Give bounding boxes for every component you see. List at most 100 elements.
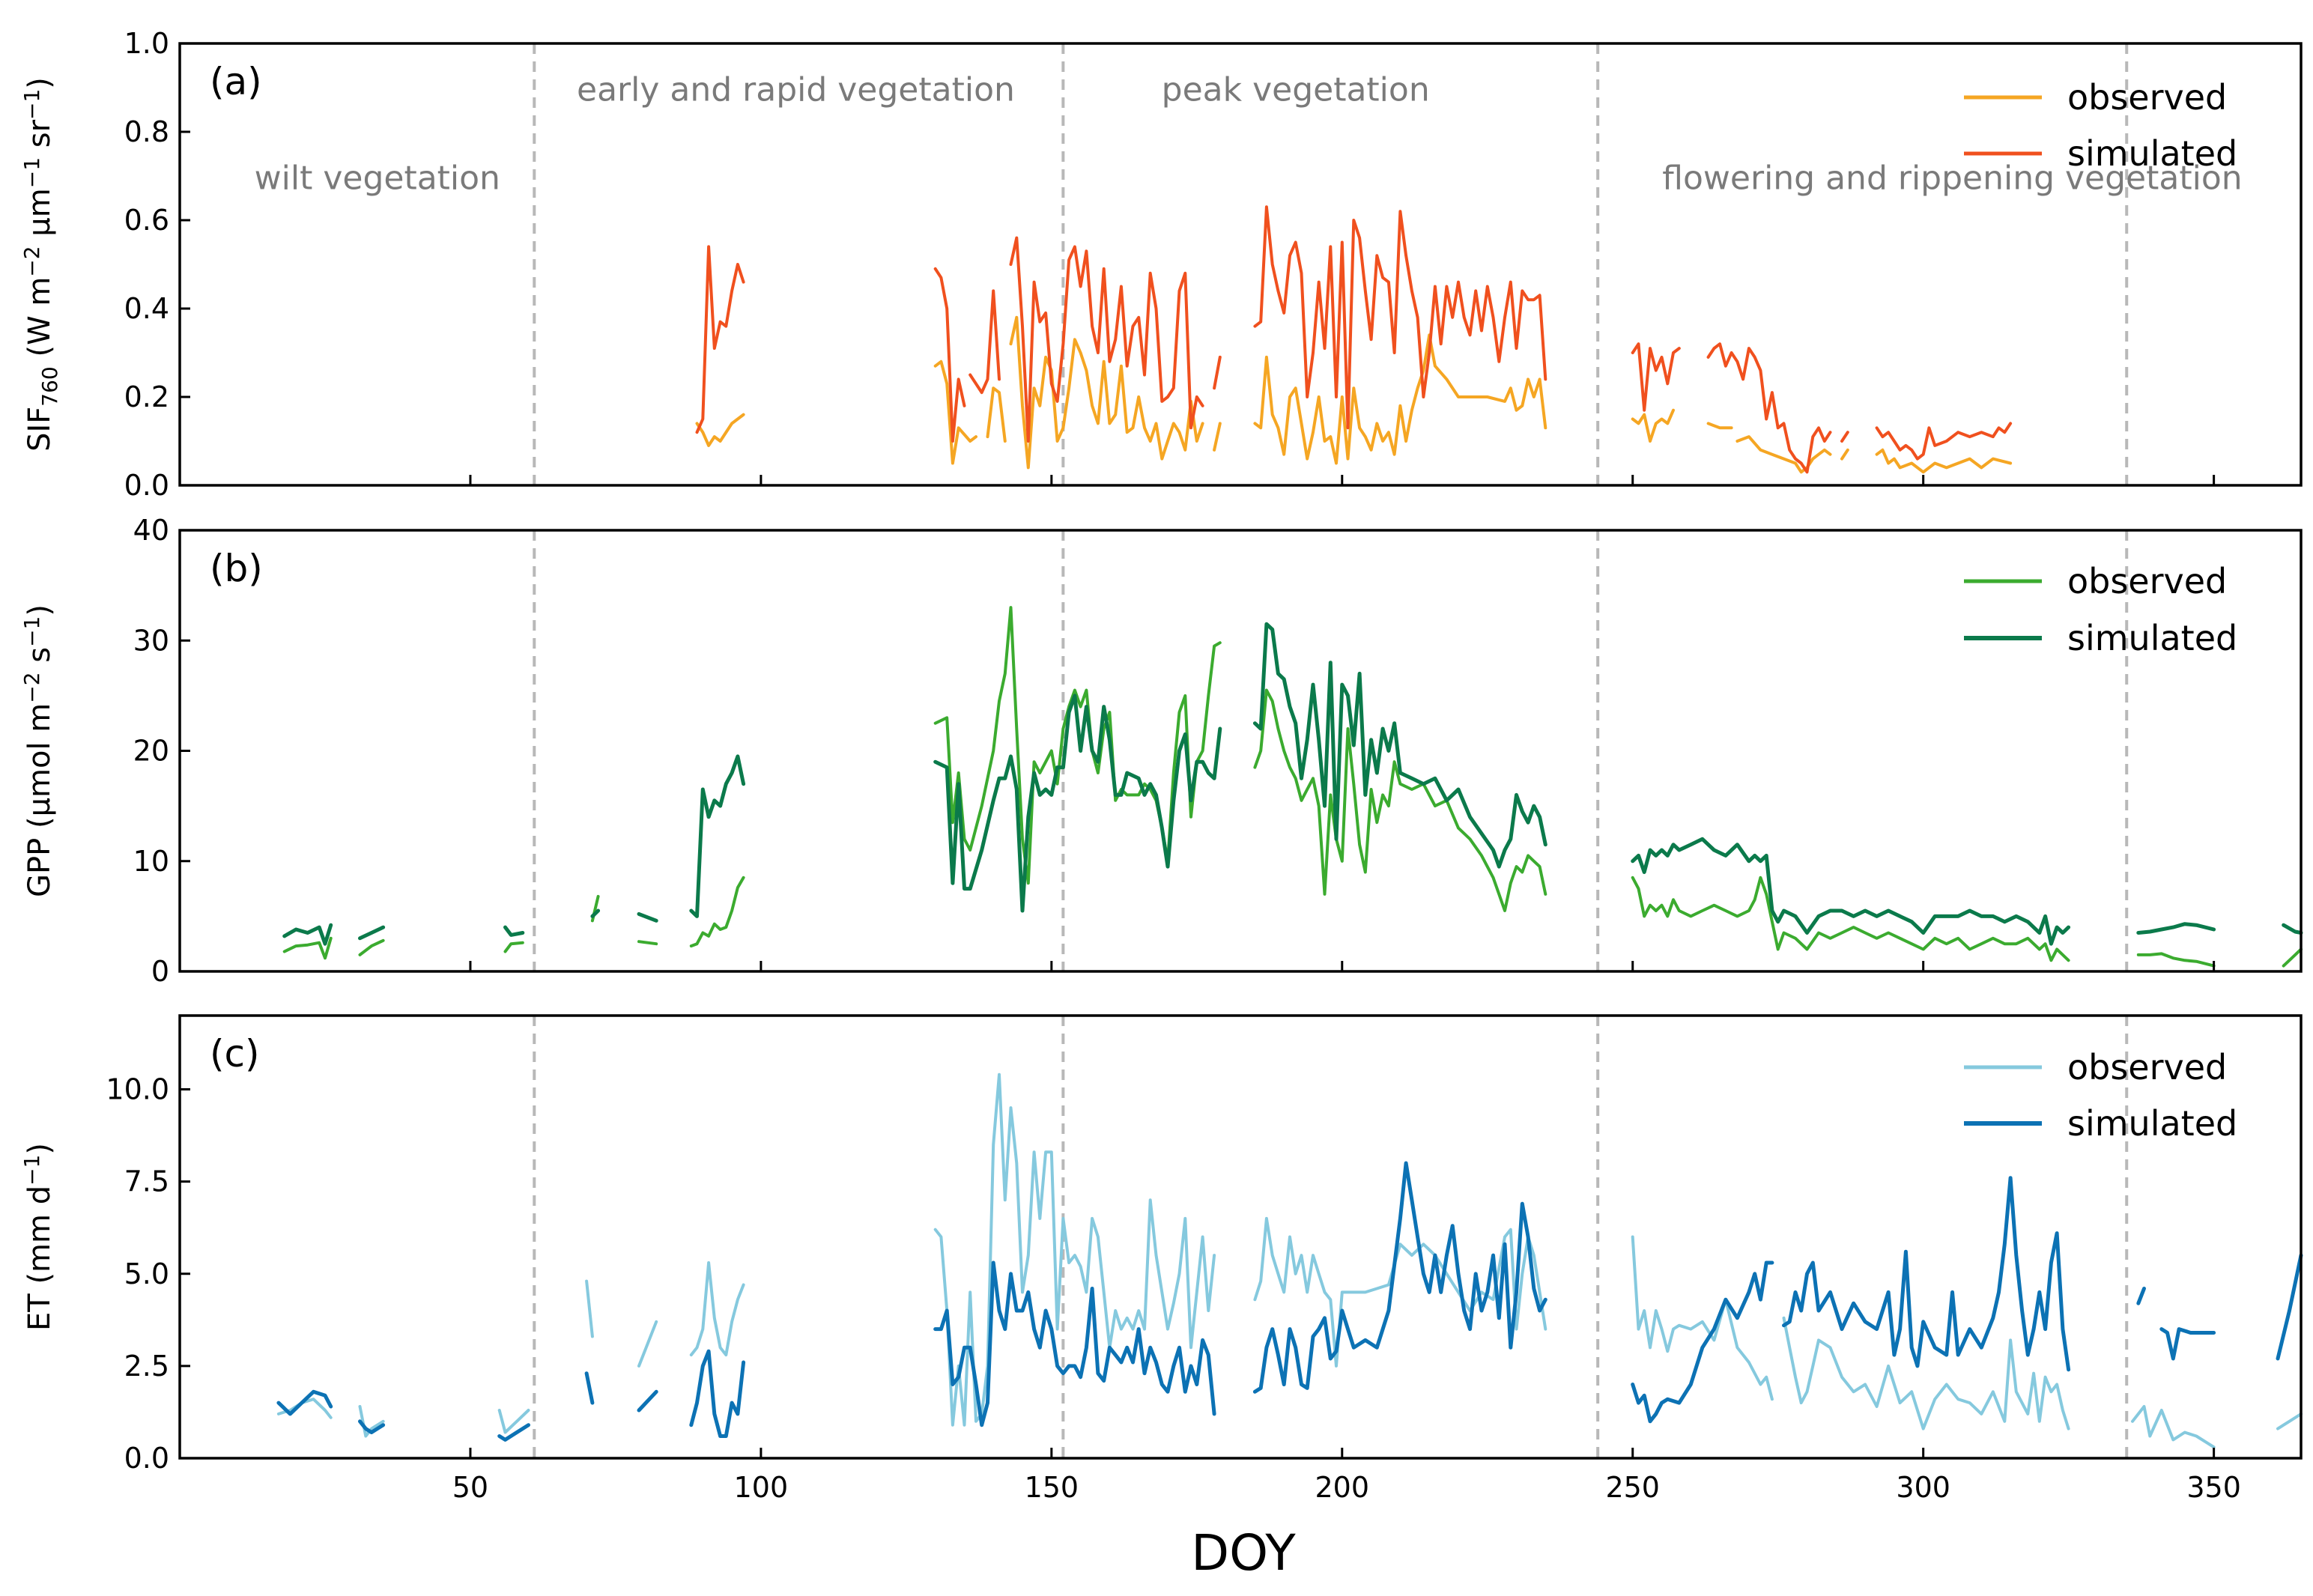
series-simulated-line xyxy=(2282,923,2303,935)
series-observed-line xyxy=(1631,876,2070,962)
y-tick-label: 20 xyxy=(133,735,169,768)
y-tick-label: 7.5 xyxy=(124,1165,169,1198)
series-simulated-line xyxy=(968,289,1001,395)
series-simulated-line xyxy=(503,925,525,937)
series-observed-line xyxy=(695,413,745,447)
panel-1: 0 10 20 30 40 (b) GPP (μmol m−2 s−1) observed si… xyxy=(19,514,2303,988)
series-observed-line xyxy=(637,940,658,946)
series-observed-line xyxy=(585,1279,594,1338)
series-observed-line xyxy=(1009,315,1204,470)
series-simulated-line xyxy=(1213,355,1222,390)
axes-frame xyxy=(178,529,2303,973)
series-simulated-line xyxy=(689,1349,746,1438)
x-tick-label: 300 xyxy=(1896,1471,1950,1504)
series-simulated-line xyxy=(1631,837,2071,946)
series-observed-line xyxy=(1253,333,1547,465)
series-simulated-line xyxy=(358,925,386,941)
series-simulated-line xyxy=(1706,342,1832,474)
series-observed-line xyxy=(933,359,977,465)
series-observed-line xyxy=(1213,422,1222,452)
series-simulated-line xyxy=(933,1260,1216,1427)
series-observed-line xyxy=(1253,1216,1547,1368)
y-axis-label: SIF760 (W m−2 μm−1 sr−1) xyxy=(19,77,62,452)
y-tick-label: 2.5 xyxy=(124,1350,169,1383)
series-observed-line xyxy=(1706,422,1733,430)
legend-label-simulated: simulated xyxy=(2067,1103,2237,1144)
series-simulated-line xyxy=(2136,1287,2146,1305)
y-tick-label: 0 xyxy=(151,955,169,988)
panel-tag: (c) xyxy=(210,1032,260,1075)
series-simulated-line xyxy=(637,1389,658,1413)
y-tick-label: 5.0 xyxy=(124,1257,169,1290)
series-simulated-line xyxy=(637,911,658,923)
series-observed-line xyxy=(2131,1405,2216,1449)
series-simulated-line xyxy=(276,1389,333,1416)
legend-label-simulated: simulated xyxy=(2067,618,2237,658)
series-observed-line xyxy=(1631,408,1675,443)
stage-label: early and rapid vegetation xyxy=(577,71,1015,109)
series-simulated-line xyxy=(2159,1327,2216,1361)
series-simulated-line xyxy=(590,908,601,918)
y-tick-label: 0.4 xyxy=(124,292,169,325)
series-simulated-line xyxy=(933,694,1222,913)
series-simulated-line xyxy=(1875,422,2013,461)
y-tick-label: 10 xyxy=(133,845,169,878)
series-simulated-line xyxy=(933,267,966,443)
y-tick-label: 0.6 xyxy=(124,204,169,237)
series-observed-line xyxy=(2282,947,2303,968)
y-axis-label: GPP (μmol m−2 s−1) xyxy=(19,604,57,897)
series-observed-line xyxy=(358,938,385,956)
y-tick-label: 0.0 xyxy=(124,469,169,502)
series-observed-line xyxy=(1840,448,1849,461)
axes-frame xyxy=(178,42,2303,487)
series-observed-line xyxy=(2276,1412,2303,1430)
series-simulated-line xyxy=(1252,622,1547,869)
y-tick-label: 0.2 xyxy=(124,380,169,413)
panel-tag: (b) xyxy=(210,547,263,590)
stage-label: peak vegetation xyxy=(1162,71,1430,109)
series-observed-line xyxy=(986,386,1007,443)
series-observed-line xyxy=(503,941,524,953)
series-observed-line xyxy=(689,876,745,948)
x-axis-label: DOY xyxy=(1191,1524,1296,1582)
series-observed-line xyxy=(1631,1235,1774,1401)
series-simulated-line xyxy=(2276,1253,2303,1361)
axes-frame xyxy=(178,1014,2303,1460)
x-tick-label: 50 xyxy=(452,1471,488,1504)
y-tick-label: 1.0 xyxy=(124,27,169,60)
series-observed-line xyxy=(1875,448,2013,474)
legend-label-simulated: simulated xyxy=(2067,133,2237,174)
panel-2: 0.0 2.5 5.0 7.5 10.0 50 100 150 200 250 300 350 (c) E… xyxy=(19,1014,2303,1504)
series-simulated-line xyxy=(1253,205,1547,430)
series-simulated-line xyxy=(1782,1176,2071,1372)
y-tick-label: 40 xyxy=(133,514,169,547)
series-simulated-line xyxy=(358,1419,386,1434)
series-observed-line xyxy=(282,936,333,960)
stage-label: flowering and rippening vegetation xyxy=(1662,160,2242,198)
series-observed-line xyxy=(689,1261,745,1357)
panel-tag: (a) xyxy=(210,60,262,103)
x-tick-label: 150 xyxy=(1025,1471,1079,1504)
y-tick-label: 0.0 xyxy=(124,1442,169,1475)
legend-label-observed: observed xyxy=(2067,77,2227,118)
x-tick-label: 350 xyxy=(2186,1471,2241,1504)
series-simulated-line xyxy=(1009,236,1204,443)
y-tick-label: 30 xyxy=(133,624,169,657)
series-observed-line xyxy=(2136,952,2216,968)
x-tick-label: 200 xyxy=(1315,1471,1370,1504)
y-axis-label: ET (mm d−1) xyxy=(19,1143,57,1331)
series-simulated-line xyxy=(1252,1161,1547,1394)
series-observed-line xyxy=(1253,688,1547,912)
legend-label-observed: observed xyxy=(2067,1047,2227,1087)
series-observed-line xyxy=(497,1409,530,1434)
y-tick-label: 10.0 xyxy=(106,1073,169,1106)
legend-label-observed: observed xyxy=(2067,561,2227,601)
series-simulated-line xyxy=(584,1371,595,1405)
series-simulated-line xyxy=(497,1423,530,1442)
stage-label: wilt vegetation xyxy=(255,160,500,198)
series-simulated-line xyxy=(689,754,746,918)
series-observed-line xyxy=(1782,1316,2070,1430)
series-observed-line xyxy=(933,606,1222,885)
series-simulated-line xyxy=(2136,922,2216,935)
